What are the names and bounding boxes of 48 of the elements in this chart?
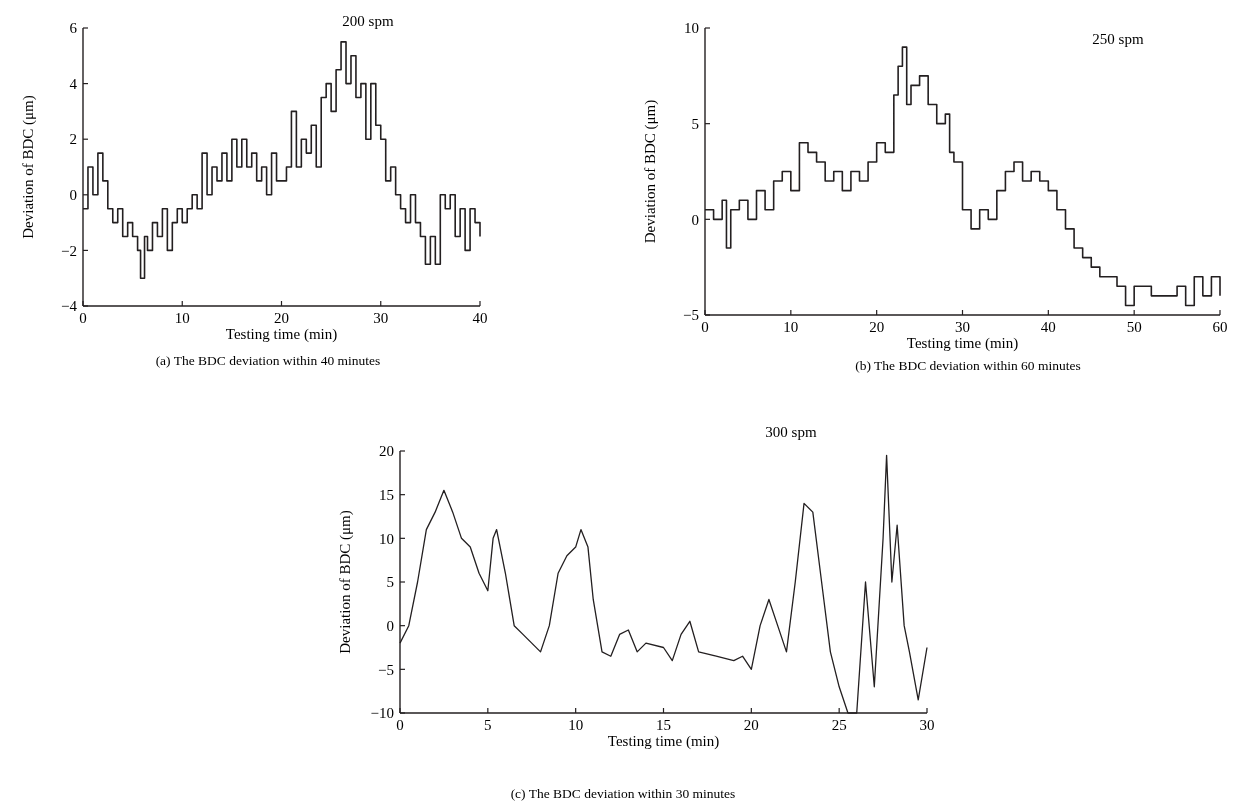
- y-tick-label: −5: [683, 307, 699, 324]
- line-series: [399, 454, 928, 714]
- x-tick-label: 30: [955, 319, 970, 335]
- x-tick-label: 20: [274, 310, 289, 326]
- y-tick-label: 2: [69, 131, 77, 148]
- x-tick-label: 50: [1126, 319, 1142, 335]
- x-tick-label: 20: [869, 319, 885, 335]
- x-tick-label: 10: [174, 310, 190, 326]
- y-axis-title: Deviation of BDC (μm): [337, 510, 354, 654]
- x-tick-label: 40: [1040, 319, 1056, 335]
- x-tick-label: 60: [1212, 319, 1228, 335]
- x-tick-label: 10: [783, 319, 799, 335]
- annotation: 200 spm: [342, 13, 394, 29]
- x-tick-label: 15: [656, 717, 671, 733]
- x-axis-title: Testing time (min): [906, 335, 1019, 352]
- x-tick-label: 0: [701, 319, 709, 335]
- y-tick-label: −4: [61, 298, 78, 315]
- x-tick-label: 30: [373, 310, 389, 326]
- text: (b) The BDC deviation within 60 minutes: [855, 358, 1081, 373]
- y-tick-label: −5: [378, 661, 394, 678]
- x-axis-title: Testing time (min): [607, 733, 720, 750]
- y-tick-label: −10: [370, 705, 394, 722]
- x-tick-label: 5: [484, 717, 492, 733]
- y-axis-title: Deviation of BDC (μm): [20, 95, 37, 239]
- y-tick-label: 0: [691, 211, 699, 228]
- y-tick-label: 10: [684, 20, 699, 37]
- x-tick-label: 10: [568, 717, 584, 733]
- annotation: 250 spm: [1092, 31, 1144, 47]
- text: 300 spm: [765, 424, 817, 440]
- x-tick-label: 30: [919, 717, 935, 733]
- y-tick-label: 0: [386, 617, 394, 634]
- x-tick-label: 0: [396, 717, 404, 733]
- y-tick-label: 6: [69, 20, 78, 37]
- text: (c) The BDC deviation within 30 minutes: [510, 786, 736, 801]
- y-tick-label: 4: [69, 75, 78, 92]
- y-axis-title: Deviation of BDC (μm): [642, 99, 659, 244]
- y-tick-label: 5: [386, 574, 394, 591]
- x-tick-label: 20: [743, 717, 759, 733]
- y-tick-label: 10: [379, 530, 394, 547]
- y-tick-label: −2: [61, 242, 77, 259]
- x-tick-label: 40: [472, 310, 488, 326]
- x-tick-label: 25: [831, 717, 847, 733]
- y-tick-label: 20: [379, 443, 394, 460]
- y-tick-label: 15: [379, 486, 394, 503]
- text: (a) The BDC deviation within 40 minutes: [155, 353, 381, 368]
- y-tick-label: 0: [69, 187, 77, 204]
- y-tick-label: 5: [691, 115, 699, 132]
- x-axis-title: Testing time (min): [225, 326, 338, 343]
